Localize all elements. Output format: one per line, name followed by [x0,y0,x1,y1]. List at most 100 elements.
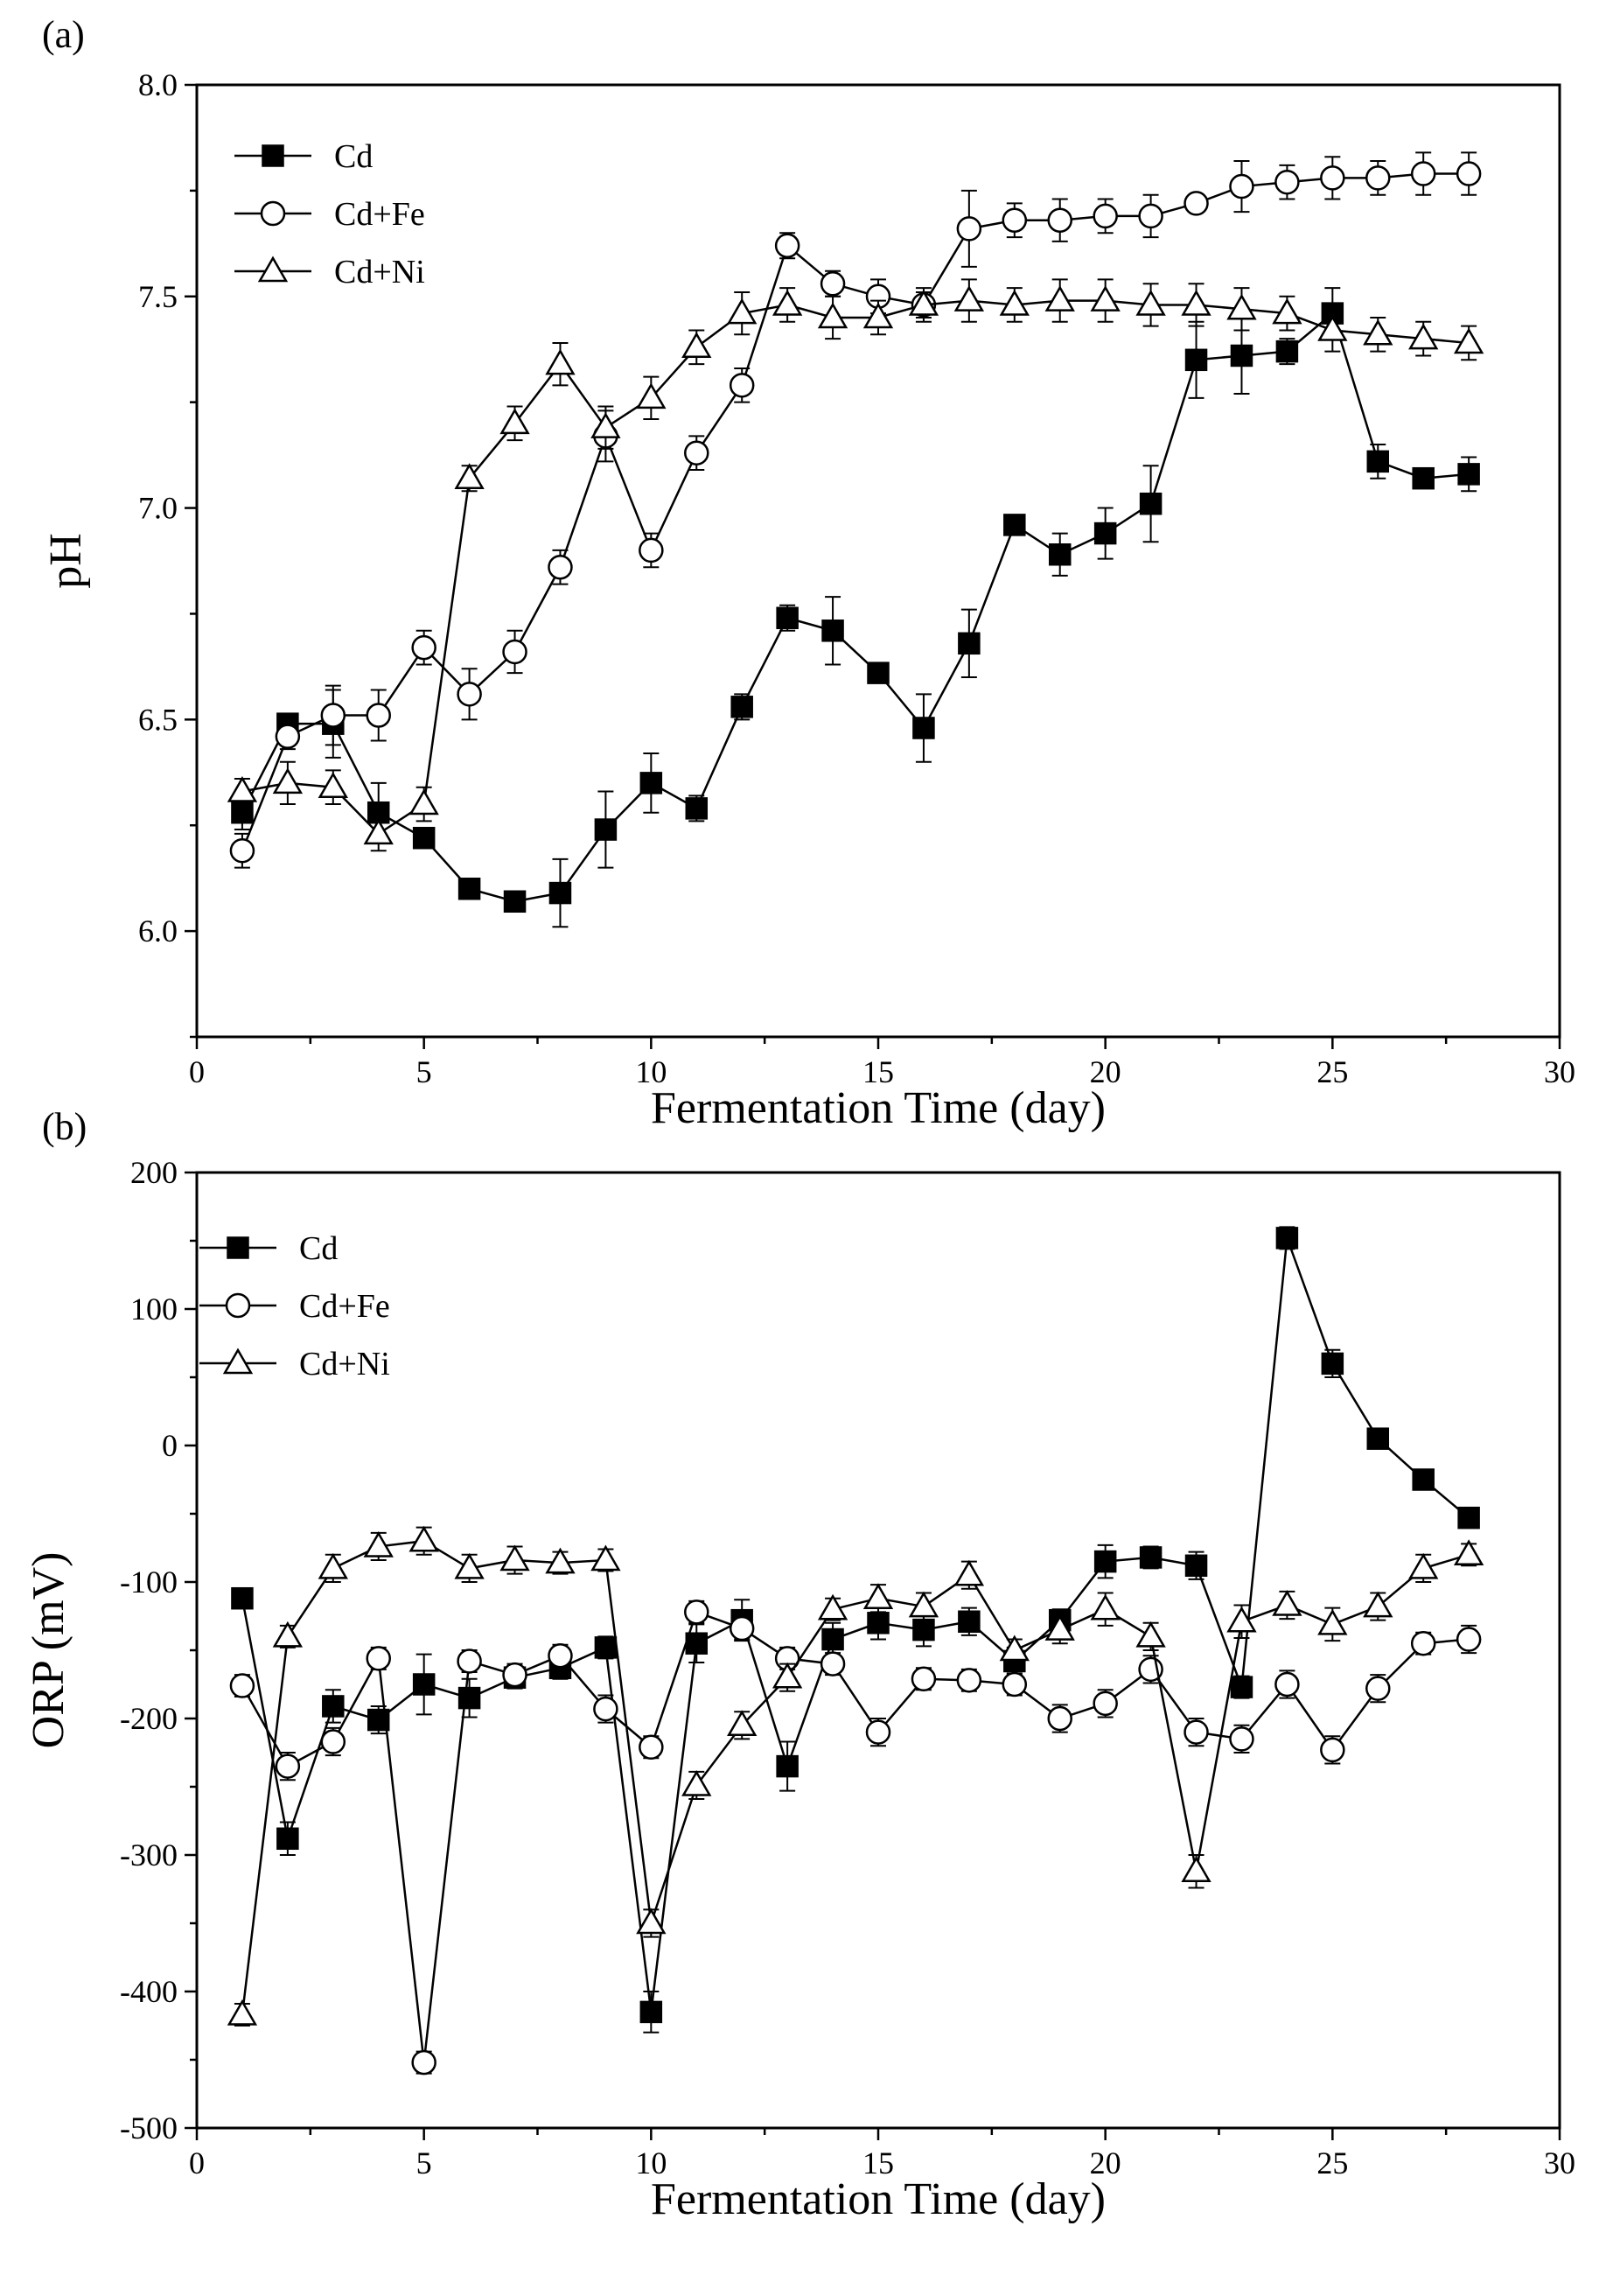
data-point [1003,514,1026,536]
y-tick-label: 7.0 [138,491,178,526]
series-cd-plus-ni [227,1525,1484,2026]
data-point [685,797,709,820]
data-point [1275,1227,1299,1250]
data-point [1229,173,1254,200]
data-point [911,1666,937,1692]
data-point [1272,298,1302,325]
data-point [594,1636,618,1659]
data-point [867,1612,890,1634]
data-point [1181,1856,1211,1882]
data-point [1230,1676,1253,1698]
data-point [454,463,485,489]
data-point [408,1525,439,1552]
data-point [548,555,573,580]
data-point [1093,1550,1117,1573]
series-cd [231,287,1480,928]
data-point [821,1628,844,1651]
data-point [275,724,301,749]
legend-marker [227,1236,249,1259]
data-point [594,818,618,841]
y-tick-label: 7.5 [138,279,178,314]
data-point [912,717,935,739]
data-point [272,1620,304,1648]
legend: Cd Cd+Fe Cd+Ni [234,138,425,290]
legend-label: Cd+Fe [299,1288,390,1325]
data-point [908,1591,939,1618]
data-point [318,1552,348,1579]
data-point [1410,161,1436,186]
series-cd [231,1226,1480,2034]
data-point [684,1600,709,1625]
data-point [1412,1468,1435,1491]
series-cd-plus-fe [229,151,1482,869]
data-point [958,1610,981,1633]
legend: Cd Cd+Fe Cd+Ni [199,1230,390,1382]
panel-label: (a) [42,13,85,56]
data-point [1002,1671,1028,1698]
data-point [1090,285,1121,312]
y-tick-label: -400 [120,1974,178,2009]
data-point [1135,289,1166,316]
x-tick-label: 5 [416,2146,432,2180]
data-point [1363,1591,1393,1618]
data-point [681,1769,712,1796]
data-point [817,1593,848,1620]
data-point [772,289,803,316]
data-point [590,412,621,438]
x-tick-label: 15 [862,2146,894,2180]
data-point [275,1754,301,1779]
data-point [1184,348,1208,372]
data-point [276,1827,299,1851]
data-point [772,1662,803,1689]
data-point [548,1642,573,1669]
y-axis-title: ORP (mV) [24,1552,73,1749]
x-tick-label: 30 [1544,2146,1575,2180]
data-point [1090,1593,1121,1620]
data-point [1047,1705,1072,1732]
data-point [457,1686,481,1710]
series-cd-plus-ni [227,278,1484,852]
panel-label: (b) [42,1105,87,1148]
legend-label: Cd [334,138,373,175]
data-point [1093,203,1118,229]
x-tick-label: 25 [1316,1054,1348,1089]
data-point [1320,165,1345,191]
data-point [272,767,304,794]
y-tick-label: -300 [120,1838,178,1872]
x-axis-title: Fermentation Time (day) [651,1083,1106,1133]
data-point [1181,289,1211,316]
data-point [1044,1614,1075,1641]
data-point [1274,1671,1300,1698]
y-tick-label: 100 [130,1292,178,1326]
data-point [408,788,439,816]
legend-label: Cd+Ni [299,1346,390,1382]
data-point [727,298,758,325]
y-tick-label: 200 [130,1155,178,1190]
data-point [366,1646,391,1671]
data-point [457,682,482,707]
data-point [865,1719,891,1745]
data-point [685,1632,709,1655]
y-tick-label: 6.0 [138,914,178,948]
data-point [1230,344,1253,368]
data-point [545,348,576,375]
data-point [1408,1552,1439,1579]
data-point [1274,169,1300,195]
data-point [322,1695,345,1718]
data-point [499,1544,530,1572]
data-point [1272,1590,1302,1616]
y-axis-title: pH [41,533,91,589]
data-point [999,1634,1030,1662]
data-point [1139,492,1163,515]
data-point [681,332,712,359]
data-point [862,1583,894,1609]
x-tick-label: 30 [1544,1054,1575,1089]
data-point [457,1648,482,1674]
series-line-cd-plus-fe [241,172,1470,851]
ph-panel: (a) 0 5 10 15 20 25 30 6.0 6.5 7.0 7.5 8.0 Fermentati… [41,13,1575,1133]
data-point [412,826,436,850]
data-point [908,289,939,316]
data-point [548,881,572,905]
data-point [729,373,755,398]
data-point [1320,1737,1345,1763]
